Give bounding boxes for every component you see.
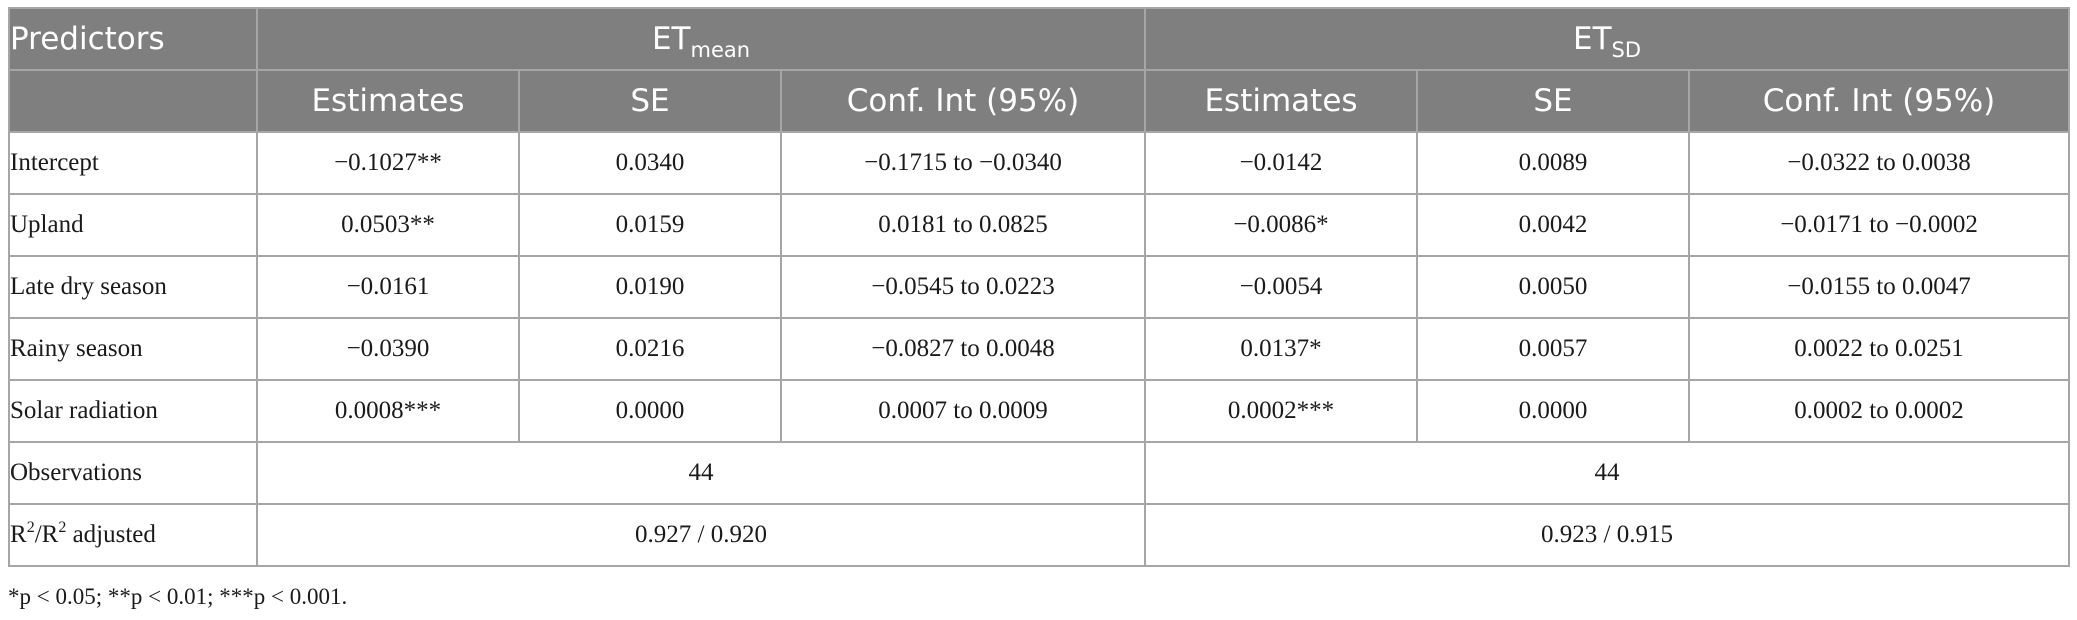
predictors-header: Predictors bbox=[8, 7, 258, 71]
r-squared-sup: 2 bbox=[26, 519, 35, 536]
et-mean-se: 0.0340 bbox=[518, 131, 782, 195]
et-mean-se: 0.0000 bbox=[518, 379, 782, 443]
et-sd-se: 0.0042 bbox=[1416, 193, 1691, 257]
r-squared-label: R2/R2 adjusted bbox=[8, 503, 258, 567]
ci-header: Conf. Int (95%) bbox=[1688, 69, 2071, 133]
et-mean-se: 0.0216 bbox=[518, 317, 782, 381]
et-sd-estimate: −0.0086* bbox=[1144, 193, 1419, 257]
et-sd-main: ET bbox=[1573, 21, 1612, 57]
et-mean-header: ETmean bbox=[255, 7, 1147, 71]
row-label: Rainy season bbox=[8, 317, 258, 381]
estimates-header: Estimates bbox=[256, 69, 520, 133]
et-mean-ci: −0.1715 to −0.0340 bbox=[779, 131, 1147, 195]
r-squared-et-sd: 0.923 / 0.915 bbox=[1144, 503, 2071, 567]
et-mean-sub: mean bbox=[690, 38, 751, 62]
et-mean-estimate: −0.0390 bbox=[256, 317, 520, 381]
et-sd-ci: 0.0002 to 0.0002 bbox=[1688, 379, 2071, 443]
et-mean-ci: 0.0007 to 0.0009 bbox=[779, 379, 1147, 443]
row-label: Solar radiation bbox=[8, 379, 258, 443]
et-sd-header: ETSD bbox=[1144, 7, 2071, 71]
header-row-columns: Estimates SE Conf. Int (95%) Estimates S… bbox=[8, 69, 2071, 133]
et-sd-sub: SD bbox=[1611, 38, 1642, 62]
table-row: Rainy season −0.0390 0.0216 −0.0827 to 0… bbox=[8, 317, 2071, 381]
et-mean-estimate: −0.0161 bbox=[256, 255, 520, 319]
table-row: Solar radiation 0.0008*** 0.0000 0.0007 … bbox=[8, 379, 2071, 443]
et-sd-se: 0.0000 bbox=[1416, 379, 1691, 443]
et-mean-estimate: 0.0008*** bbox=[256, 379, 520, 443]
et-sd-estimate: 0.0137* bbox=[1144, 317, 1419, 381]
regression-table: Predictors ETmean ETSD Estimates SE Conf… bbox=[8, 7, 2071, 567]
et-sd-ci: −0.0155 to 0.0047 bbox=[1688, 255, 2071, 319]
blank-header-cell bbox=[8, 69, 258, 133]
et-mean-estimate: −0.1027** bbox=[256, 131, 520, 195]
se-header: SE bbox=[1416, 69, 1691, 133]
table-row: Intercept −0.1027** 0.0340 −0.1715 to −0… bbox=[8, 131, 2071, 195]
row-label: Upland bbox=[8, 193, 258, 257]
header-row-groups: Predictors ETmean ETSD bbox=[8, 7, 2071, 71]
et-sd-estimate: 0.0002*** bbox=[1144, 379, 1419, 443]
et-sd-estimate: −0.0054 bbox=[1144, 255, 1419, 319]
et-sd-se: 0.0057 bbox=[1416, 317, 1691, 381]
et-sd-se: 0.0050 bbox=[1416, 255, 1691, 319]
ci-header: Conf. Int (95%) bbox=[779, 69, 1147, 133]
et-sd-ci: −0.0171 to −0.0002 bbox=[1688, 193, 2071, 257]
row-label: Intercept bbox=[8, 131, 258, 195]
r-squared-adjusted-word: adjusted bbox=[66, 521, 156, 548]
et-mean-ci: −0.0827 to 0.0048 bbox=[779, 317, 1147, 381]
se-header: SE bbox=[518, 69, 782, 133]
et-sd-ci: 0.0022 to 0.0251 bbox=[1688, 317, 2071, 381]
et-mean-ci: 0.0181 to 0.0825 bbox=[779, 193, 1147, 257]
r-squared-row: R2/R2 adjusted 0.927 / 0.920 0.923 / 0.9… bbox=[8, 503, 2071, 567]
r-squared-slash: / bbox=[34, 521, 42, 548]
r-squared-et-mean: 0.927 / 0.920 bbox=[255, 503, 1147, 567]
estimates-header: Estimates bbox=[1144, 69, 1419, 133]
et-mean-ci: −0.0545 to 0.0223 bbox=[779, 255, 1147, 319]
table-row: Upland 0.0503** 0.0159 0.0181 to 0.0825 … bbox=[8, 193, 2071, 257]
observations-et-sd: 44 bbox=[1144, 441, 2071, 505]
row-label: Late dry season bbox=[8, 255, 258, 319]
r-squared-adj-r: R bbox=[41, 521, 59, 548]
et-mean-estimate: 0.0503** bbox=[256, 193, 520, 257]
et-sd-ci: −0.0322 to 0.0038 bbox=[1688, 131, 2071, 195]
r-squared-adj-sup: 2 bbox=[58, 519, 67, 536]
significance-footnote: *p < 0.05; **p < 0.01; ***p < 0.001. bbox=[8, 584, 348, 609]
et-sd-estimate: −0.0142 bbox=[1144, 131, 1419, 195]
et-mean-se: 0.0190 bbox=[518, 255, 782, 319]
table-row: Late dry season −0.0161 0.0190 −0.0545 t… bbox=[8, 255, 2071, 319]
observations-row: Observations 44 44 bbox=[8, 441, 2071, 505]
observations-label: Observations bbox=[8, 441, 258, 505]
et-mean-main: ET bbox=[651, 21, 691, 57]
r-squared-r: R bbox=[10, 521, 27, 548]
et-mean-se: 0.0159 bbox=[518, 193, 782, 257]
observations-et-mean: 44 bbox=[255, 441, 1147, 505]
et-sd-se: 0.0089 bbox=[1416, 131, 1691, 195]
